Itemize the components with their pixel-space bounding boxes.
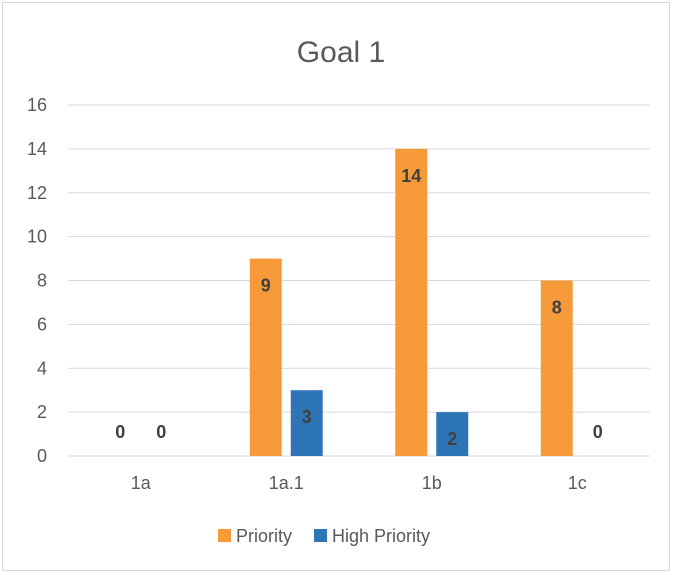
y-tick-label: 4 xyxy=(37,358,47,378)
data-label: 14 xyxy=(401,166,421,186)
bar xyxy=(436,412,469,456)
x-tick-label: 1a.1 xyxy=(269,473,304,493)
y-tick-label: 0 xyxy=(37,446,47,466)
legend-label: Priority xyxy=(236,526,292,546)
bar xyxy=(290,390,323,456)
data-label: 0 xyxy=(115,422,125,442)
data-label: 0 xyxy=(156,422,166,442)
y-tick-label: 8 xyxy=(37,271,47,291)
x-axis: 1a 1a.1 1b 1c xyxy=(131,473,587,493)
x-tick-label: 1b xyxy=(422,473,442,493)
bar xyxy=(249,258,282,456)
bar xyxy=(395,148,428,456)
data-label: 8 xyxy=(552,298,562,318)
x-tick-label: 1a xyxy=(131,473,152,493)
data-label: 9 xyxy=(261,276,271,296)
data-label: 0 xyxy=(593,422,603,442)
y-tick-label: 14 xyxy=(27,139,47,159)
y-axis: 0 2 4 6 8 10 12 14 16 xyxy=(27,95,47,466)
y-tick-label: 2 xyxy=(37,402,47,422)
bars xyxy=(249,148,573,456)
bar xyxy=(540,280,573,456)
legend-label: High Priority xyxy=(332,526,430,546)
y-tick-label: 6 xyxy=(37,314,47,334)
legend-swatch xyxy=(218,529,231,542)
y-tick-label: 16 xyxy=(27,95,47,115)
x-tick-label: 1c xyxy=(568,473,587,493)
y-tick-label: 10 xyxy=(27,227,47,247)
data-labels: 0 0 9 3 14 2 8 0 xyxy=(115,166,603,449)
chart-title: Goal 1 xyxy=(297,36,385,69)
data-label: 2 xyxy=(447,429,457,449)
legend: Priority High Priority xyxy=(218,526,430,546)
legend-swatch xyxy=(314,529,328,542)
y-tick-label: 12 xyxy=(27,183,47,203)
data-label: 3 xyxy=(302,407,312,427)
